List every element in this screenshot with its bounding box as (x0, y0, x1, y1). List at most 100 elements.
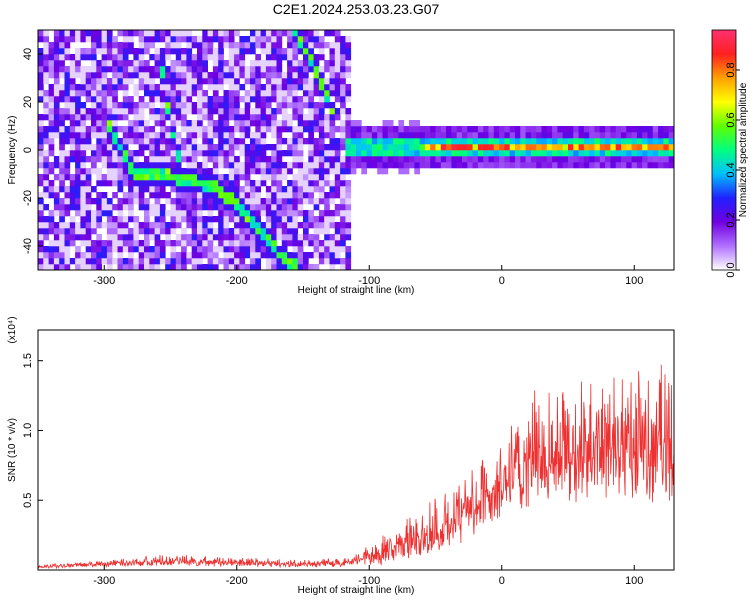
spectrogram-cell (477, 132, 484, 139)
spectrogram-cell (255, 222, 261, 229)
spectrogram-cell (228, 192, 235, 199)
spectrogram-cell (324, 66, 330, 73)
spectrogram-cell (43, 258, 49, 265)
spectrogram-cell (181, 126, 187, 133)
spectrogram-cell (239, 42, 246, 49)
spectrogram-cell (69, 30, 76, 37)
spectrogram-cell (636, 138, 643, 145)
spectrogram-cell (122, 198, 129, 205)
spectrogram-cell (228, 156, 235, 163)
spectrogram-cell (234, 72, 240, 79)
spectrogram-cell (64, 102, 71, 109)
spectrogram-cell (159, 240, 166, 247)
spectrogram-cell (69, 132, 76, 139)
spectrogram-cell (186, 180, 193, 187)
spectrogram-cell (356, 132, 362, 139)
spectrogram-cell (80, 222, 87, 229)
spectrogram-cell (356, 120, 362, 127)
spectrogram-cell (292, 96, 299, 103)
spectrogram-cell (186, 108, 193, 115)
spectrogram-cell (144, 144, 150, 151)
spectrogram-cell (271, 144, 277, 151)
spectrogram-cell (239, 132, 246, 139)
spectrogram-cell (149, 54, 155, 61)
spectrogram-cell (170, 36, 177, 43)
spectrogram-cell (53, 72, 60, 79)
spectrogram-cell (175, 48, 182, 55)
spectrogram-cell (69, 120, 76, 127)
spectrogram-cell (451, 150, 458, 157)
spectrogram-cell (488, 132, 495, 139)
spectrogram-cell (287, 264, 293, 270)
spectrogram-cell (281, 30, 288, 37)
spectrogram-cell (149, 108, 155, 115)
spectrogram-cell (38, 126, 44, 133)
spectrogram-cell (80, 264, 87, 270)
top-y-axis-label: Frequency (Hz) (7, 116, 18, 185)
spectrogram-cell (340, 132, 346, 139)
spectrogram-cell (308, 186, 314, 193)
spectrogram-cell (308, 138, 314, 145)
spectrogram-cell (122, 36, 129, 43)
spectrogram-cell (250, 132, 256, 139)
spectrogram-cell (621, 162, 627, 169)
spectrogram-cell (212, 258, 219, 265)
spectrogram-cell (329, 222, 336, 229)
spectrogram-cell (334, 204, 341, 211)
spectrogram-cell (345, 84, 352, 91)
spectrogram-cell (202, 48, 208, 55)
spectrogram-cell (64, 264, 71, 270)
spectrogram-cell (287, 216, 293, 223)
spectrogram-cell (223, 72, 230, 79)
spectrogram-cell (340, 126, 346, 133)
spectrogram-cell (329, 180, 336, 187)
spectrogram-cell (138, 30, 145, 37)
spectrogram-cell (329, 78, 336, 85)
spectrogram-cell (308, 222, 314, 229)
spectrogram-cell (175, 210, 182, 217)
spectrogram-cell (117, 198, 124, 205)
spectrogram-cell (435, 138, 442, 145)
spectrogram-cell (265, 174, 272, 181)
spectrogram-cell (154, 60, 161, 67)
spectrogram-cell (377, 156, 383, 163)
spectrogram-cell (128, 60, 134, 67)
spectrogram-cell (318, 180, 325, 187)
spectrogram-cell (239, 198, 246, 205)
spectrogram-cell (340, 102, 346, 109)
spectrogram-cell (636, 132, 643, 139)
spectrogram-cell (64, 36, 71, 43)
spectrogram-cell (573, 138, 579, 145)
spectrogram-cell (96, 42, 102, 49)
spectrogram-cell (234, 66, 240, 73)
spectrogram-cell (340, 222, 346, 229)
spectrogram-cell (260, 234, 267, 241)
spectrogram-cell (186, 252, 193, 259)
spectrogram-cell (128, 252, 134, 259)
spectrogram-cell (287, 138, 293, 145)
spectrogram-cell (53, 174, 60, 181)
spectrogram-cell (149, 42, 155, 49)
spectrogram-cell (138, 126, 145, 133)
spectrogram-cell (80, 144, 87, 151)
y-tick-label: -40 (22, 238, 34, 254)
spectrogram-cell (467, 132, 473, 139)
spectrogram-cell (621, 126, 627, 133)
spectrogram-cell (292, 90, 299, 97)
spectrogram-cell (223, 210, 230, 217)
spectrogram-cell (170, 216, 177, 223)
spectrogram-cell (467, 156, 473, 163)
spectrogram-cell (186, 240, 193, 247)
spectrogram-cell (96, 36, 102, 43)
spectrogram-cell (165, 78, 171, 85)
spectrogram-cell (271, 66, 277, 73)
spectrogram-cell (91, 186, 97, 193)
spectrogram-cell (536, 126, 542, 133)
spectrogram-cell (244, 240, 251, 247)
spectrogram-cell (234, 186, 240, 193)
spectrogram-cell (106, 252, 113, 259)
spectrogram-cell (154, 162, 161, 169)
spectrogram-cell (228, 186, 235, 193)
spectrogram-cell (91, 156, 97, 163)
spectrogram-cell (239, 216, 246, 223)
